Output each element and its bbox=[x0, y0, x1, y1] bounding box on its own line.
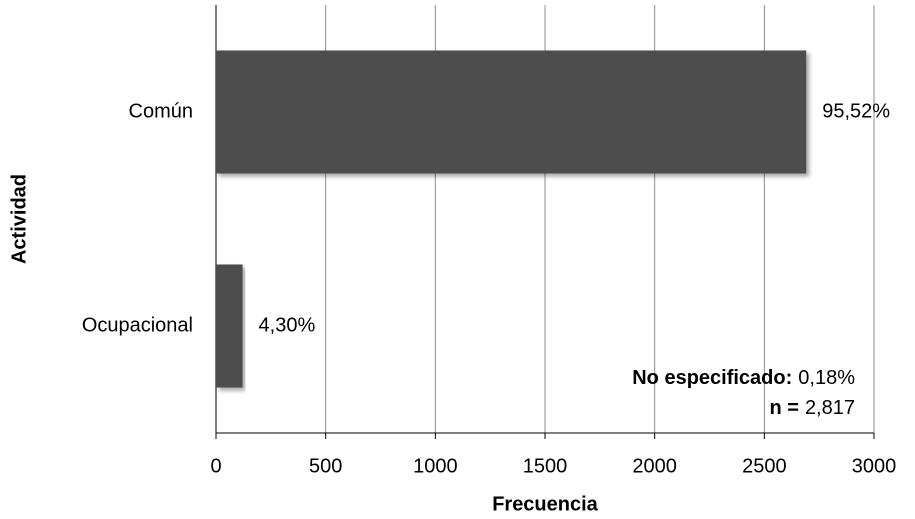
y-tick-label: Común bbox=[129, 100, 193, 122]
data-label: 4,30% bbox=[259, 314, 316, 336]
x-tick-label: 0 bbox=[210, 455, 221, 477]
note-label: No especificado: bbox=[632, 367, 792, 389]
x-tick-label: 1000 bbox=[413, 455, 458, 477]
y-axis-title: Actividad bbox=[8, 174, 30, 264]
x-tick-label: 500 bbox=[309, 455, 342, 477]
note-text: 0,18% bbox=[798, 367, 855, 389]
x-tick-label: 3000 bbox=[852, 455, 897, 477]
note-label: n = bbox=[769, 397, 798, 419]
note: n = 2,817 bbox=[769, 397, 855, 419]
data-label: 95,52% bbox=[822, 100, 890, 122]
x-tick-label: 1500 bbox=[523, 455, 568, 477]
note-text: 2,817 bbox=[805, 397, 855, 419]
y-tick-label: Ocupacional bbox=[82, 314, 193, 336]
bar bbox=[216, 264, 243, 388]
note: No especificado: 0,18% bbox=[632, 367, 855, 389]
bar bbox=[216, 50, 807, 174]
x-tick-label: 2500 bbox=[742, 455, 787, 477]
x-tick-label: 2000 bbox=[632, 455, 677, 477]
x-axis-title: Frecuencia bbox=[492, 493, 598, 515]
